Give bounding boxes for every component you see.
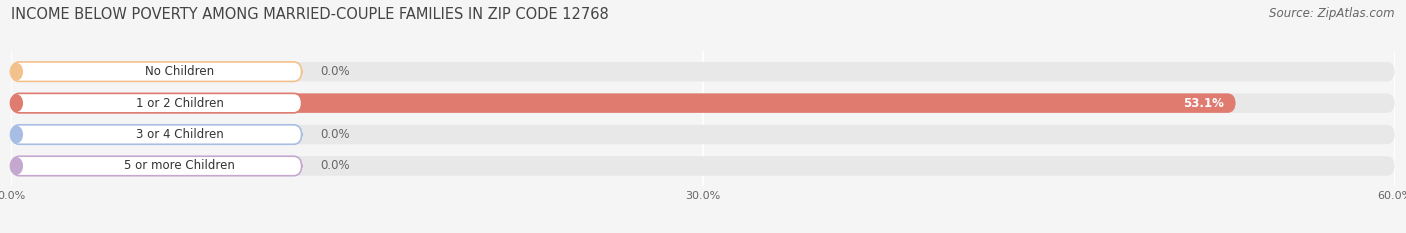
Text: 0.0%: 0.0% bbox=[321, 65, 350, 78]
Text: 53.1%: 53.1% bbox=[1184, 97, 1225, 110]
FancyBboxPatch shape bbox=[11, 62, 1395, 81]
FancyBboxPatch shape bbox=[11, 125, 302, 144]
Text: Source: ZipAtlas.com: Source: ZipAtlas.com bbox=[1270, 7, 1395, 20]
Circle shape bbox=[10, 95, 22, 111]
Circle shape bbox=[10, 126, 22, 143]
FancyBboxPatch shape bbox=[11, 62, 302, 81]
FancyBboxPatch shape bbox=[11, 156, 1395, 176]
Text: 1 or 2 Children: 1 or 2 Children bbox=[136, 97, 224, 110]
FancyBboxPatch shape bbox=[11, 156, 302, 176]
FancyBboxPatch shape bbox=[11, 93, 302, 113]
Text: INCOME BELOW POVERTY AMONG MARRIED-COUPLE FAMILIES IN ZIP CODE 12768: INCOME BELOW POVERTY AMONG MARRIED-COUPL… bbox=[11, 7, 609, 22]
FancyBboxPatch shape bbox=[11, 93, 1395, 113]
Circle shape bbox=[10, 158, 22, 174]
Text: No Children: No Children bbox=[145, 65, 214, 78]
FancyBboxPatch shape bbox=[11, 125, 1395, 144]
Text: 0.0%: 0.0% bbox=[321, 159, 350, 172]
Circle shape bbox=[10, 64, 22, 80]
FancyBboxPatch shape bbox=[11, 93, 1236, 113]
Text: 0.0%: 0.0% bbox=[321, 128, 350, 141]
Text: 5 or more Children: 5 or more Children bbox=[124, 159, 235, 172]
Text: 3 or 4 Children: 3 or 4 Children bbox=[136, 128, 224, 141]
